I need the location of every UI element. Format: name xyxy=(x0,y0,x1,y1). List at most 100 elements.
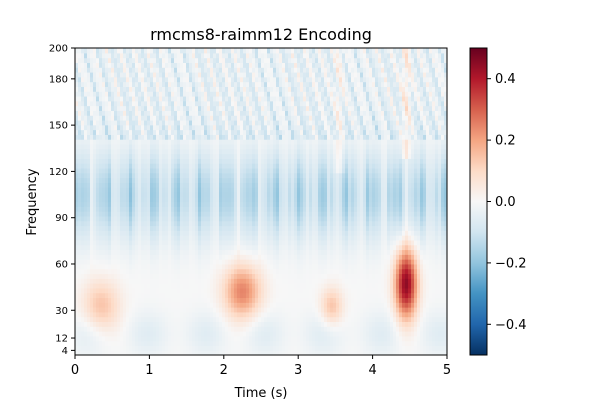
heatmap-cell xyxy=(120,105,124,111)
heatmap-cell xyxy=(207,196,211,203)
heatmap-cell xyxy=(282,297,286,303)
heatmap-cell xyxy=(126,249,130,255)
heatmap-cell xyxy=(84,71,88,78)
heatmap-cell xyxy=(105,105,109,111)
heatmap-cell xyxy=(255,345,259,351)
heatmap-cell xyxy=(135,340,139,347)
heatmap-cell xyxy=(177,172,181,179)
heatmap-cell xyxy=(159,292,163,299)
heatmap-cell xyxy=(234,191,238,198)
heatmap-cell xyxy=(78,273,82,279)
heatmap-cell xyxy=(150,86,154,92)
heatmap-cell xyxy=(204,268,208,275)
heatmap-cell xyxy=(204,220,208,227)
heatmap-cell xyxy=(204,249,208,255)
heatmap-cell xyxy=(87,57,91,63)
heatmap-cell xyxy=(234,287,238,294)
heatmap-cell xyxy=(261,76,265,83)
heatmap-cell xyxy=(246,119,250,126)
heatmap-cell xyxy=(258,143,262,150)
heatmap-cell xyxy=(105,81,109,87)
heatmap-cell xyxy=(291,230,295,236)
heatmap-cell xyxy=(174,235,178,241)
heatmap-cell xyxy=(162,206,166,212)
heatmap-cell xyxy=(153,340,157,347)
heatmap-cell xyxy=(294,48,298,54)
heatmap-cell xyxy=(108,287,112,294)
heatmap-cell xyxy=(285,235,289,241)
heatmap-cell xyxy=(126,67,130,73)
heatmap-cell xyxy=(93,215,97,222)
heatmap-cell xyxy=(87,239,91,246)
heatmap-cell xyxy=(108,326,112,332)
heatmap-cell xyxy=(255,259,259,265)
heatmap-cell xyxy=(174,71,178,78)
heatmap-cell xyxy=(237,292,241,299)
heatmap-cell xyxy=(141,95,145,102)
heatmap-cell xyxy=(222,52,226,59)
heatmap-cell xyxy=(186,71,190,78)
heatmap-cell xyxy=(195,105,199,111)
heatmap-cell xyxy=(243,254,247,260)
heatmap-cell xyxy=(222,316,226,323)
heatmap-cell xyxy=(270,345,274,351)
heatmap-cell xyxy=(192,95,196,102)
heatmap-cell xyxy=(117,187,121,193)
heatmap-cell xyxy=(150,191,154,198)
heatmap-cell xyxy=(189,100,193,107)
heatmap-cell xyxy=(141,283,145,289)
heatmap-cell xyxy=(141,201,145,207)
heatmap-cell xyxy=(276,345,280,351)
heatmap-cell xyxy=(198,321,202,327)
heatmap-cell xyxy=(129,134,133,140)
heatmap-cell xyxy=(294,340,298,347)
heatmap-cell xyxy=(300,335,304,342)
heatmap-cell xyxy=(141,100,145,107)
heatmap-cell xyxy=(81,163,85,169)
heatmap-cell xyxy=(285,345,289,351)
heatmap-cell xyxy=(174,311,178,318)
heatmap-cell xyxy=(93,67,97,73)
heatmap-cell xyxy=(129,81,133,87)
heatmap-cell xyxy=(240,153,244,159)
heatmap-cell xyxy=(270,124,274,131)
heatmap-cell xyxy=(90,249,94,255)
heatmap-cell xyxy=(306,273,310,279)
heatmap-cell xyxy=(171,311,175,318)
heatmap-cell xyxy=(282,220,286,227)
heatmap-cell xyxy=(234,249,238,255)
heatmap-cell xyxy=(183,91,187,97)
heatmap-cell xyxy=(186,110,190,116)
heatmap-cell xyxy=(213,215,217,222)
heatmap-cell xyxy=(126,52,130,59)
heatmap-cell xyxy=(231,196,235,203)
heatmap-cell xyxy=(186,167,190,174)
heatmap-cell xyxy=(141,71,145,78)
heatmap-cell xyxy=(291,172,295,179)
heatmap-cell xyxy=(93,307,97,313)
heatmap-cell xyxy=(261,273,265,279)
heatmap-cell xyxy=(87,316,91,323)
heatmap-cell xyxy=(219,225,223,231)
heatmap-cell xyxy=(159,81,163,87)
heatmap-cell xyxy=(228,331,232,337)
heatmap-cell xyxy=(138,350,142,355)
heatmap-cell xyxy=(261,350,265,355)
heatmap-cell xyxy=(222,86,226,92)
heatmap-cell xyxy=(165,235,169,241)
heatmap-cell xyxy=(264,331,268,337)
heatmap-cell xyxy=(75,340,79,347)
heatmap-cell xyxy=(234,95,238,102)
heatmap-cell xyxy=(282,235,286,241)
heatmap-cell xyxy=(306,307,310,313)
heatmap-cell xyxy=(129,331,133,337)
heatmap-cell xyxy=(303,263,307,270)
heatmap-cell xyxy=(267,307,271,313)
heatmap-cell xyxy=(192,148,196,155)
heatmap-cell xyxy=(168,220,172,227)
heatmap-cell xyxy=(213,292,217,299)
heatmap-cell xyxy=(138,249,142,255)
heatmap-cell xyxy=(243,57,247,63)
heatmap-cell xyxy=(240,167,244,174)
heatmap-cell xyxy=(150,91,154,97)
